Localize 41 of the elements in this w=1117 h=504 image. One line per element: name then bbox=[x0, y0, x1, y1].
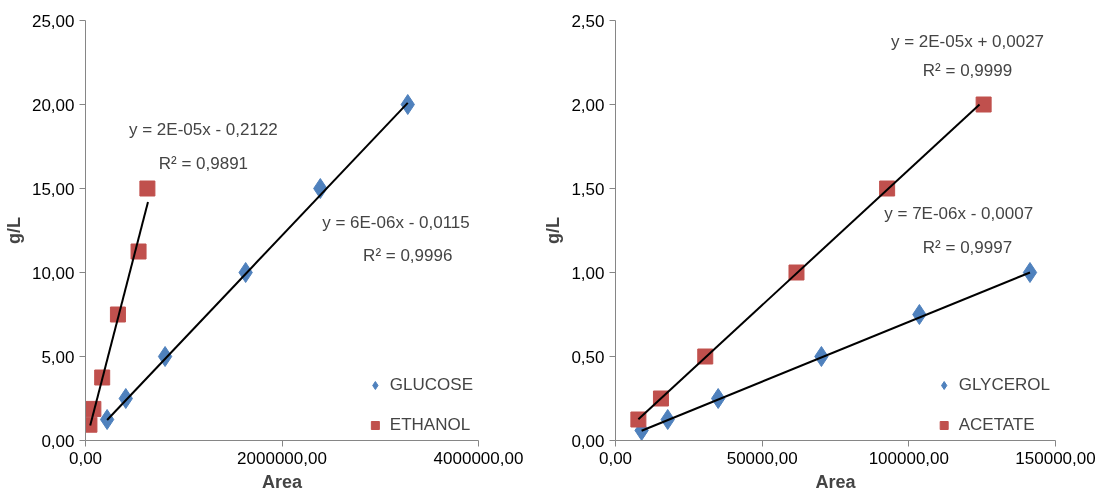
annotation: y = 7E-06x - 0,0007 bbox=[884, 204, 1034, 224]
x-tick-label: 0,00 bbox=[68, 448, 103, 468]
y-tick-label: 1,50 bbox=[571, 179, 605, 199]
x-tick-label: 100000,00 bbox=[868, 448, 950, 468]
y-tick-label: 2,50 bbox=[571, 11, 605, 31]
annotation: R² = 0,9891 bbox=[158, 153, 249, 173]
legend-label: ACETATE bbox=[958, 415, 1035, 435]
x-tick-label: 2000000,00 bbox=[237, 448, 327, 468]
legend-label: GLUCOSE bbox=[389, 375, 473, 395]
annotation: y = 2E-05x + 0,0027 bbox=[890, 32, 1045, 51]
y-tick-label: 0,50 bbox=[571, 347, 605, 367]
y-tick-label: 0,00 bbox=[41, 431, 75, 451]
annotation: y = 6E-06x - 0,0115 bbox=[322, 212, 470, 232]
point bbox=[630, 411, 647, 428]
point bbox=[99, 409, 115, 430]
annotation: R² = 0,9999 bbox=[922, 61, 1013, 81]
y-tick-label: 0,00 bbox=[571, 431, 605, 451]
x-axis-title: Area bbox=[261, 471, 303, 492]
y-tick-label: 5,00 bbox=[41, 347, 75, 367]
y-tick-label: 1,00 bbox=[571, 263, 605, 283]
point bbox=[975, 96, 992, 113]
point bbox=[1022, 262, 1038, 283]
annotation: y = 2E-05x - 0,2122 bbox=[128, 120, 278, 140]
legend-label: ETHANOL bbox=[389, 415, 471, 435]
y-tick-label: 15,00 bbox=[31, 179, 75, 199]
y-axis-title: g/L bbox=[543, 217, 564, 244]
annotation: R² = 0,9996 bbox=[363, 246, 453, 266]
y-tick-label: 20,00 bbox=[31, 95, 75, 115]
x-tick-label: 0,00 bbox=[598, 448, 633, 468]
y-axis-title: g/L bbox=[3, 217, 24, 244]
legend-label: GLYCEROL bbox=[958, 375, 1050, 395]
y-tick-label: 10,00 bbox=[31, 263, 75, 283]
point bbox=[400, 94, 415, 115]
annotation: R² = 0,9997 bbox=[922, 237, 1013, 257]
point bbox=[139, 180, 156, 197]
x-tick-label: 4000000,00 bbox=[433, 448, 524, 468]
x-axis-title: Area bbox=[815, 471, 857, 492]
y-tick-label: 25,00 bbox=[31, 11, 75, 31]
y-tick-label: 2,00 bbox=[571, 95, 605, 115]
x-tick-label: 150000,00 bbox=[1015, 448, 1096, 468]
x-tick-label: 50000,00 bbox=[726, 448, 798, 468]
